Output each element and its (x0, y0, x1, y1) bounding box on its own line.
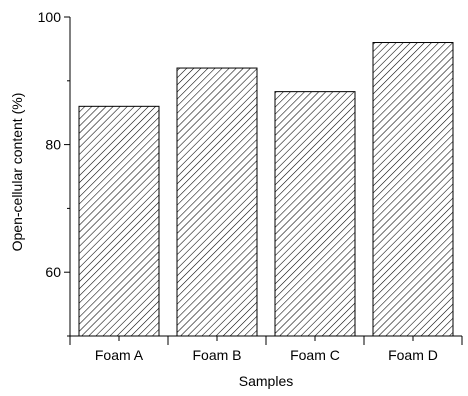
x-tick-label: Foam A (95, 347, 144, 363)
x-axis-label: Samples (239, 373, 293, 389)
bar-foam-a (78, 105, 160, 337)
bar-foam-b (176, 67, 258, 337)
bar-foam-d (372, 42, 454, 337)
x-tick-label: Foam D (388, 347, 438, 363)
x-tick-label: Foam C (290, 347, 340, 363)
bars-group (78, 42, 454, 337)
y-axis-label: Open-cellular content (%) (9, 93, 25, 252)
y-tick-label: 100 (38, 9, 62, 25)
ticks-group: Foam A Foam B Foam C Foam D 60 80 100 (38, 9, 463, 363)
x-tick-label: Foam B (192, 347, 241, 363)
y-tick-label: 80 (45, 137, 61, 153)
bar-foam-c (274, 91, 356, 337)
y-tick-label: 60 (45, 264, 61, 280)
